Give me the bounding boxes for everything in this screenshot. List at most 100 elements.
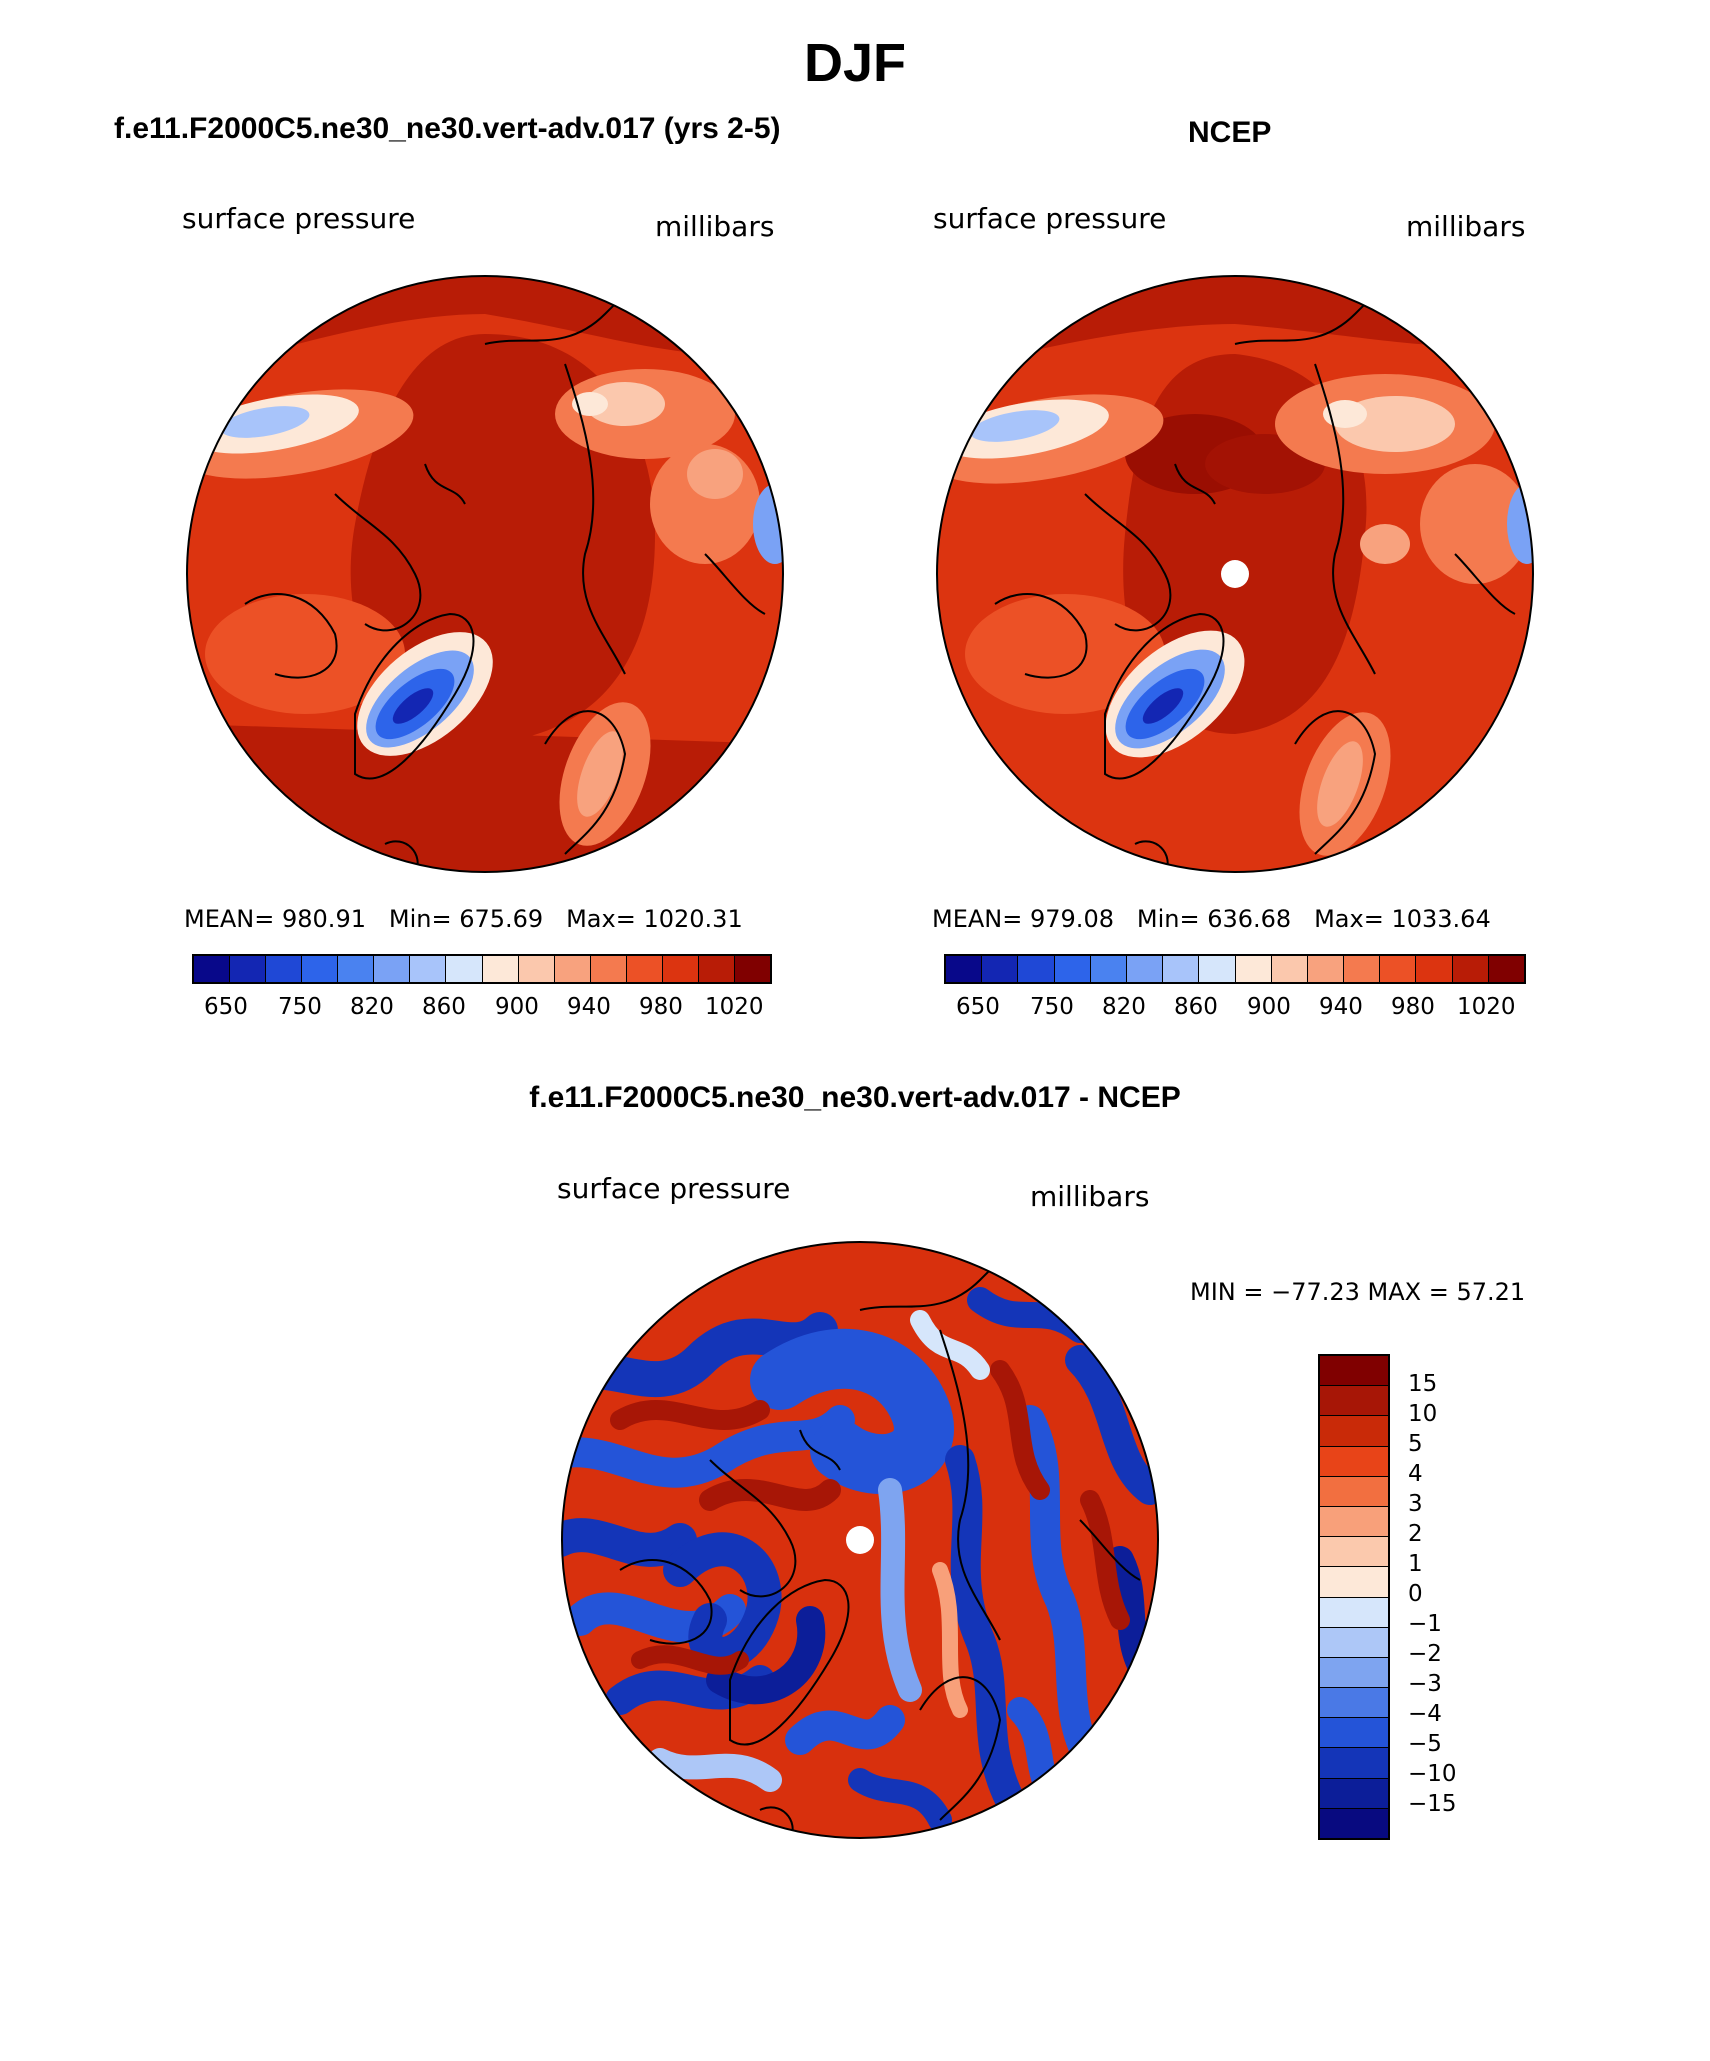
right-min-label: Min= <box>1136 905 1200 933</box>
diff-label: 2 <box>1408 1521 1423 1547</box>
left-units-label: millibars <box>655 210 775 243</box>
right-colorbar-swatch <box>1307 956 1345 982</box>
left-variable-label: surface pressure <box>182 202 416 235</box>
left-tick: 980 <box>639 994 683 1020</box>
right-panel-title: NCEP <box>1188 116 1272 149</box>
left-colorbar-swatch <box>518 956 555 982</box>
left-tick: 650 <box>204 994 248 1020</box>
right-mean-label: MEAN= <box>932 905 1023 933</box>
right-colorbar-swatch <box>1126 956 1164 982</box>
diff-colorbar-swatch <box>1320 1446 1388 1477</box>
left-tick: 1020 <box>705 994 764 1020</box>
left-colorbar-swatch <box>734 956 770 982</box>
right-colorbar-swatch <box>1054 956 1091 982</box>
left-mean-value: 980.91 <box>282 905 366 933</box>
diff-colorbar-swatch <box>1320 1688 1388 1719</box>
right-colorbar-swatch <box>1344 956 1381 982</box>
diff-units-label: millibars <box>1030 1180 1150 1213</box>
right-tick: 820 <box>1102 994 1146 1020</box>
diff-colorbar-swatch <box>1320 1808 1388 1838</box>
diff-colorbar-swatch <box>1320 1627 1388 1658</box>
diff-colorbar-swatch <box>1320 1748 1388 1779</box>
diff-label: 3 <box>1408 1491 1423 1517</box>
diff-colorbar-swatch <box>1320 1506 1388 1538</box>
left-colorbar-swatch <box>374 956 411 982</box>
right-colorbar <box>944 954 1526 984</box>
diff-polar-map <box>561 1241 1159 1839</box>
left-tick: 750 <box>278 994 322 1020</box>
right-colorbar-swatch <box>946 956 983 982</box>
left-colorbar-swatch <box>194 956 231 982</box>
left-tick: 820 <box>350 994 394 1020</box>
diff-label: 4 <box>1408 1461 1423 1487</box>
left-stats: MEAN= 980.91 Min= 675.69 Max= 1020.31 <box>184 905 743 933</box>
right-colorbar-swatch <box>1488 956 1524 982</box>
right-max-label: Max= <box>1314 905 1384 933</box>
diff-label: 10 <box>1408 1401 1438 1427</box>
diff-colorbar-swatch <box>1320 1718 1388 1749</box>
left-colorbar-swatch <box>266 956 303 982</box>
diff-colorbar-swatch <box>1320 1386 1388 1417</box>
diff-minmax: MIN = −77.23 MAX = 57.21 <box>1190 1278 1526 1306</box>
right-units-label: millibars <box>1406 210 1526 243</box>
left-colorbar-swatch <box>446 956 483 982</box>
diff-label: −5 <box>1408 1731 1442 1757</box>
left-colorbar-swatch <box>338 956 375 982</box>
right-colorbar-swatch <box>1235 956 1272 982</box>
right-colorbar-swatch <box>1452 956 1489 982</box>
figure-title: DJF <box>803 33 906 93</box>
right-colorbar-swatch <box>982 956 1019 982</box>
right-mean-value: 979.08 <box>1030 905 1114 933</box>
diff-label: 5 <box>1408 1431 1423 1457</box>
diff-label: −2 <box>1408 1641 1442 1667</box>
right-tick: 650 <box>956 994 1000 1020</box>
diff-label: 1 <box>1408 1551 1423 1577</box>
diff-variable-label: surface pressure <box>557 1172 791 1205</box>
diff-colorbar-swatch <box>1320 1356 1388 1387</box>
right-colorbar-swatch <box>1163 956 1200 982</box>
diff-colorbar-swatch <box>1320 1657 1388 1689</box>
left-min-value: 675.69 <box>459 905 544 933</box>
diff-label: 15 <box>1408 1371 1438 1397</box>
right-colorbar-swatch <box>1090 956 1127 982</box>
right-colorbar-swatch <box>1380 956 1417 982</box>
left-colorbar-swatch <box>302 956 339 982</box>
left-colorbar-swatch <box>554 956 591 982</box>
right-min-value: 636.68 <box>1207 905 1292 933</box>
left-mean-label: MEAN= <box>184 905 275 933</box>
diff-colorbar-swatch <box>1320 1476 1388 1507</box>
left-colorbar-swatch <box>410 956 447 982</box>
diff-label: −10 <box>1408 1761 1457 1787</box>
diff-colorbar-swatch <box>1320 1416 1388 1447</box>
diff-colorbar-swatch <box>1320 1537 1388 1568</box>
left-panel-title: f.e11.F2000C5.ne30_ne30.vert-adv.017 (yr… <box>114 112 781 145</box>
diff-label: 0 <box>1408 1581 1423 1607</box>
left-colorbar-swatch <box>590 956 627 982</box>
left-max-value: 1020.31 <box>643 905 743 933</box>
right-colorbar-swatch <box>1199 956 1236 982</box>
left-tick: 900 <box>495 994 539 1020</box>
diff-colorbar-swatch <box>1320 1778 1388 1809</box>
right-polar-map <box>936 275 1534 873</box>
right-variable-label: surface pressure <box>933 202 1167 235</box>
left-tick: 860 <box>422 994 466 1020</box>
left-tick: 940 <box>567 994 611 1020</box>
left-colorbar <box>192 954 772 984</box>
diff-colorbar <box>1318 1354 1390 1840</box>
diff-label: −15 <box>1408 1791 1457 1817</box>
right-tick: 1020 <box>1457 994 1516 1020</box>
left-colorbar-swatch <box>230 956 267 982</box>
diff-label: −3 <box>1408 1671 1442 1697</box>
diff-colorbar-swatch <box>1320 1567 1388 1598</box>
left-min-label: Min= <box>388 905 452 933</box>
right-tick: 980 <box>1391 994 1435 1020</box>
right-tick: 860 <box>1174 994 1218 1020</box>
right-tick: 750 <box>1030 994 1074 1020</box>
diff-colorbar-swatch <box>1320 1597 1388 1628</box>
right-colorbar-swatch <box>1271 956 1308 982</box>
diff-label: −1 <box>1408 1611 1442 1637</box>
left-colorbar-swatch <box>482 956 519 982</box>
right-tick: 940 <box>1319 994 1363 1020</box>
right-tick: 900 <box>1247 994 1291 1020</box>
left-max-label: Max= <box>566 905 636 933</box>
